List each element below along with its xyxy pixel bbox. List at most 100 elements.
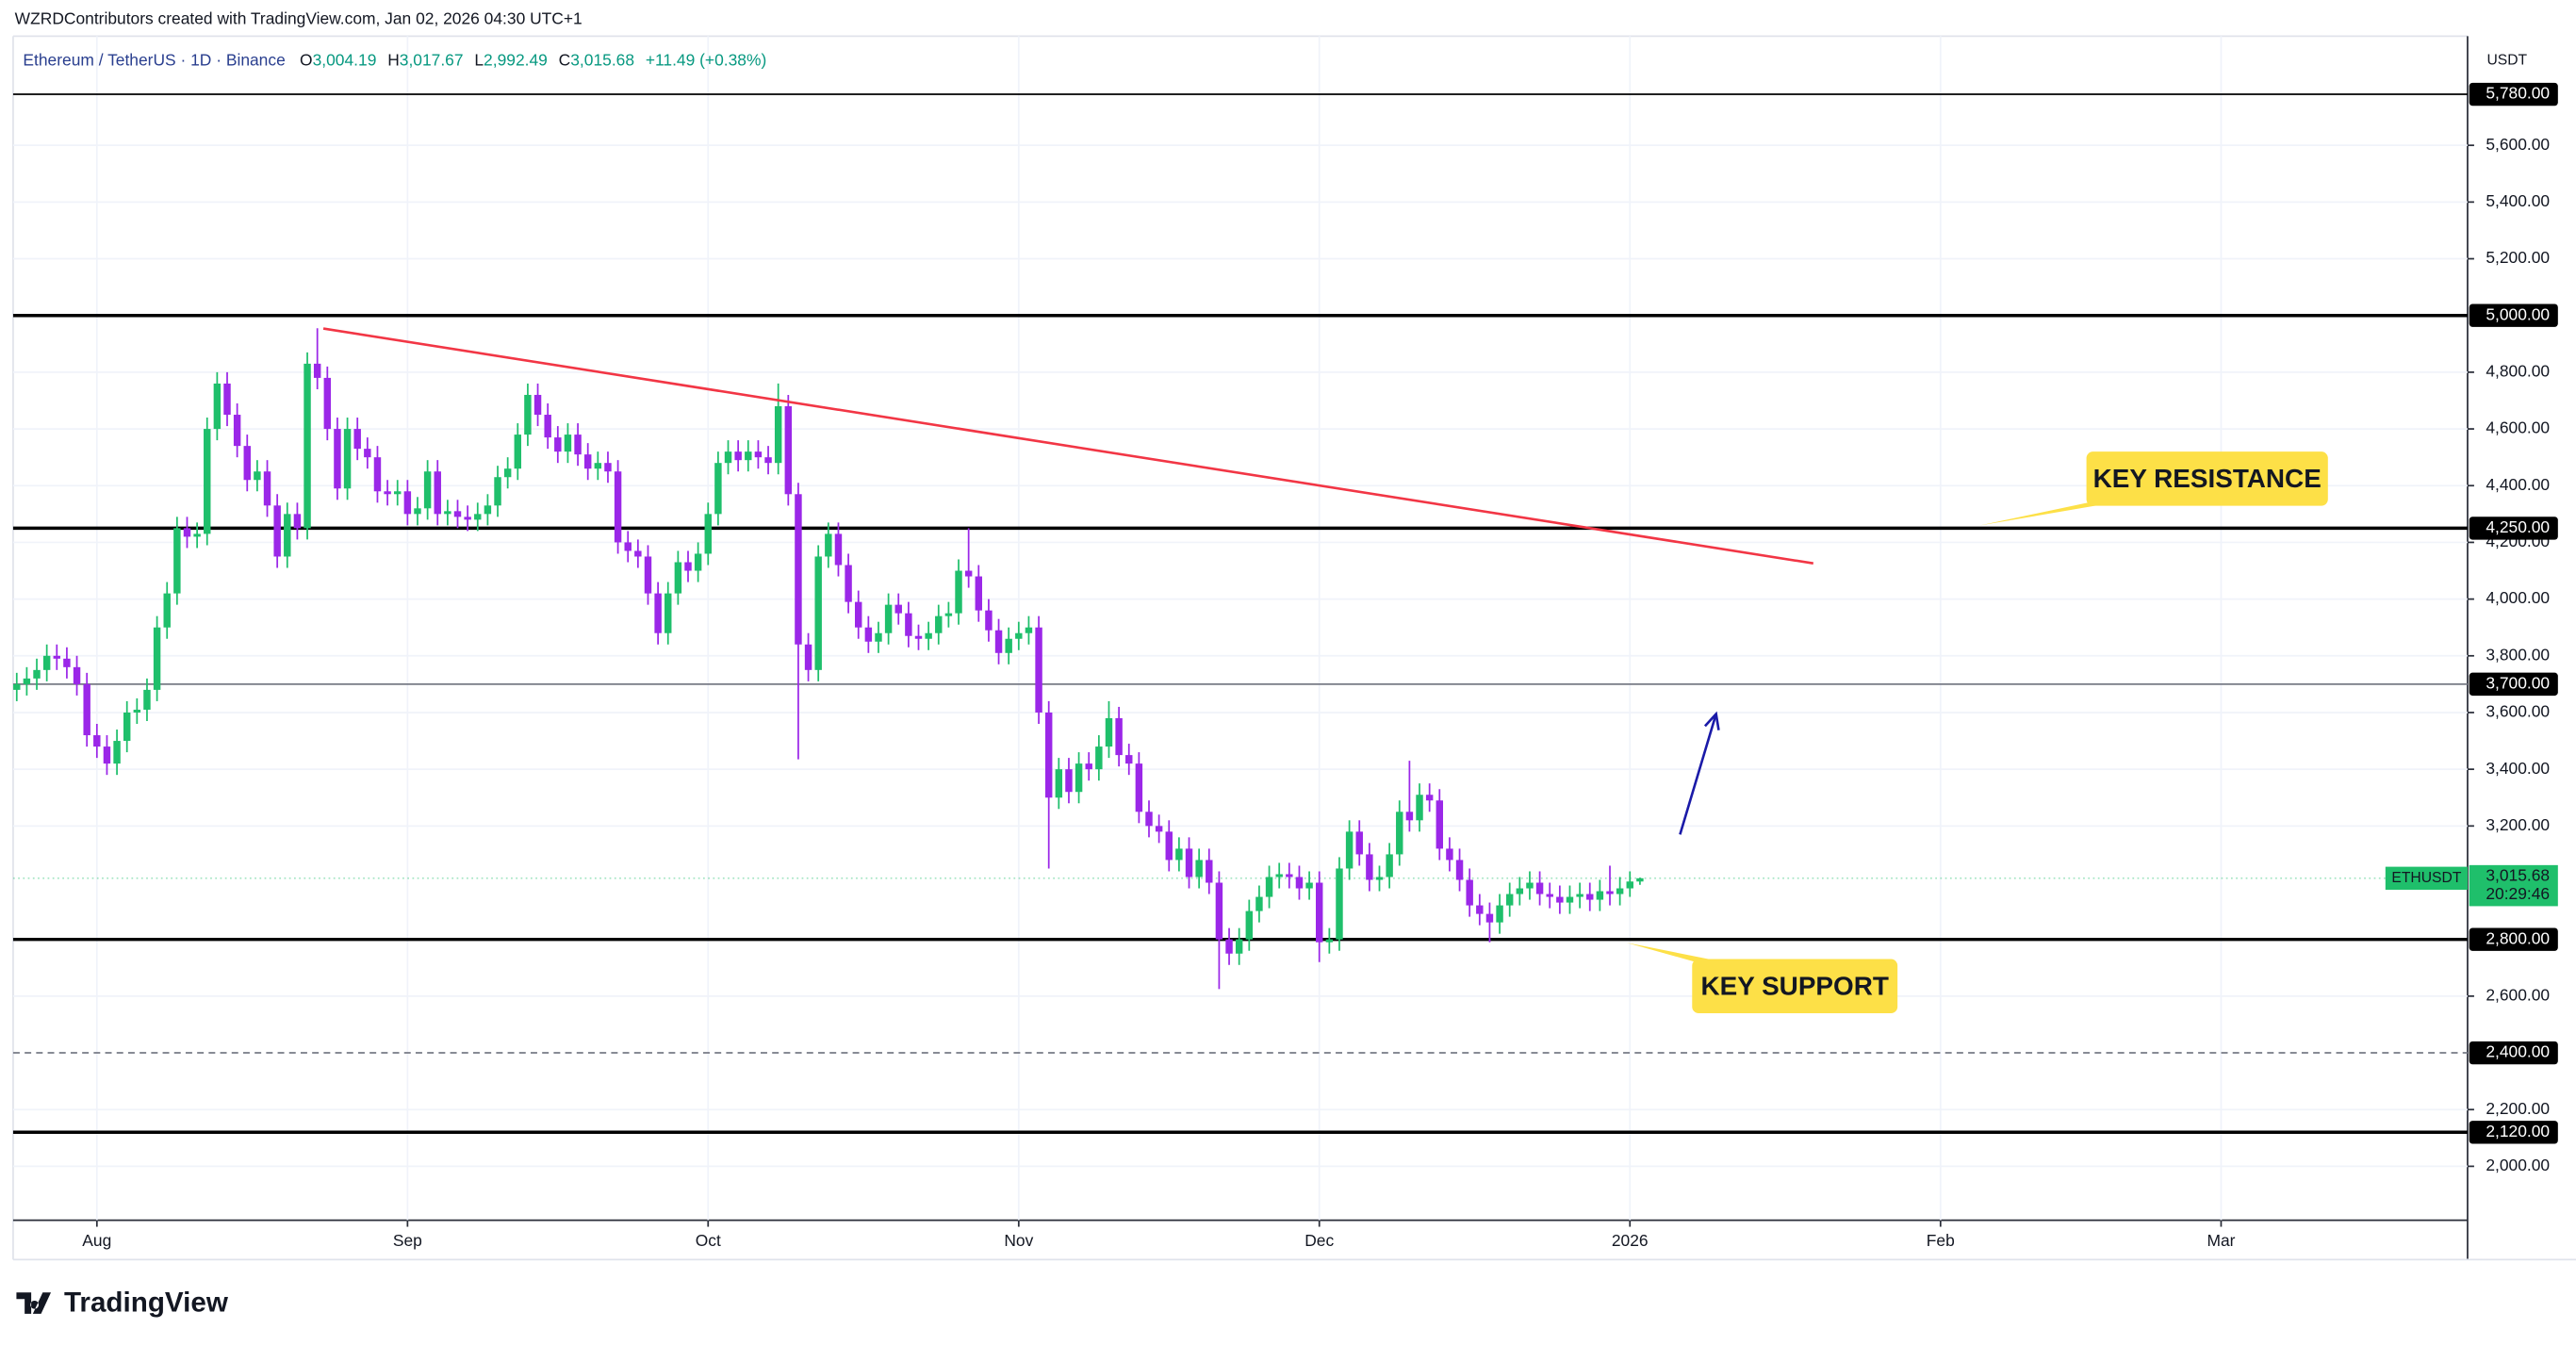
x-tick-label: Feb bbox=[1927, 1231, 1955, 1250]
candle-body bbox=[1155, 826, 1163, 832]
candle-body bbox=[1546, 894, 1553, 897]
candle-body bbox=[1616, 888, 1624, 894]
level-label-box bbox=[2469, 1121, 2558, 1144]
level-label-box bbox=[2469, 672, 2558, 697]
candle-body bbox=[1345, 831, 1354, 869]
candle-body bbox=[644, 556, 652, 594]
candle-body bbox=[1375, 877, 1384, 880]
y-tick-label: 5,600.00 bbox=[2486, 135, 2550, 154]
candle-body bbox=[153, 627, 161, 690]
candle-body bbox=[1025, 627, 1033, 633]
candle-body bbox=[1336, 868, 1343, 940]
candle-body bbox=[33, 669, 41, 679]
candle-body bbox=[394, 491, 402, 495]
candle-body bbox=[554, 437, 562, 452]
candle-body bbox=[583, 454, 592, 469]
candle-body bbox=[1355, 831, 1363, 855]
y-tick-label: 4,400.00 bbox=[2486, 475, 2550, 494]
candle-body bbox=[624, 542, 632, 551]
candle-body bbox=[754, 451, 763, 458]
candle-body bbox=[423, 471, 432, 509]
candle-body bbox=[1225, 939, 1233, 954]
x-tick-label: Sep bbox=[393, 1231, 422, 1250]
candle-body bbox=[1396, 812, 1403, 855]
candle-body bbox=[1265, 877, 1273, 897]
candle-body bbox=[453, 511, 462, 517]
candle-body bbox=[1516, 888, 1524, 894]
candle-body bbox=[914, 635, 923, 639]
candle-body bbox=[13, 683, 21, 690]
logo-icon bbox=[16, 1292, 52, 1314]
candle-body bbox=[614, 471, 622, 543]
candle-body bbox=[1135, 763, 1143, 812]
candle-body bbox=[1405, 812, 1414, 821]
countdown: 20:29:46 bbox=[2486, 884, 2550, 903]
candle-body bbox=[714, 463, 722, 515]
candle-body bbox=[1015, 632, 1023, 639]
candle-body bbox=[23, 678, 31, 684]
callout-text: KEY SUPPORT bbox=[1701, 971, 1889, 1000]
symbol-label: ETHUSDT bbox=[2391, 870, 2461, 886]
candle-body bbox=[994, 630, 1003, 653]
logo: TradingView bbox=[16, 1287, 229, 1318]
candle-body bbox=[1436, 800, 1444, 849]
candle-body bbox=[1095, 746, 1103, 770]
candle-body bbox=[784, 406, 793, 495]
candle-body bbox=[1145, 812, 1153, 827]
callout-box bbox=[1692, 959, 1898, 1014]
y-tick-label: 4,800.00 bbox=[2486, 362, 2550, 381]
candle-body bbox=[684, 562, 692, 571]
last-price-label: 3,015.68 bbox=[2486, 866, 2550, 885]
candle-body bbox=[694, 553, 702, 571]
candle-body bbox=[163, 593, 171, 628]
trendline bbox=[322, 327, 1814, 565]
candle-body bbox=[1085, 763, 1092, 770]
y-tick-label: 4,600.00 bbox=[2486, 418, 2550, 437]
candle-body bbox=[1535, 882, 1544, 894]
candle-body bbox=[1386, 854, 1393, 878]
candle-body bbox=[1466, 879, 1473, 906]
candle-body bbox=[985, 610, 993, 631]
candle-body bbox=[1055, 769, 1063, 798]
candle-body bbox=[864, 627, 873, 642]
ohlc-value: 2,992.49 bbox=[484, 50, 548, 69]
y-tick-label: 3,400.00 bbox=[2486, 759, 2550, 778]
candle-body bbox=[1195, 860, 1203, 878]
candle-body bbox=[63, 658, 71, 667]
candle-body bbox=[1606, 891, 1614, 894]
level-label-box bbox=[2469, 927, 2558, 951]
header: Ethereum / TetherUS · 1D · Binance O3,00… bbox=[23, 50, 766, 69]
candle-body bbox=[223, 383, 231, 416]
candle-body bbox=[1075, 763, 1083, 793]
candle-body bbox=[213, 383, 222, 430]
candle-body bbox=[1305, 882, 1313, 889]
candle-body bbox=[564, 435, 572, 452]
ohlc-value: 3,004.19 bbox=[313, 50, 377, 69]
candle-body bbox=[1485, 913, 1494, 923]
arrow-head bbox=[1703, 711, 1720, 730]
level-label-box bbox=[2469, 82, 2558, 107]
candle-body bbox=[204, 429, 211, 534]
candle-body bbox=[1206, 860, 1213, 883]
candle-body bbox=[403, 491, 412, 515]
y-tick-label: 2,600.00 bbox=[2486, 985, 2550, 1004]
candle-body bbox=[113, 741, 121, 764]
candle-body bbox=[594, 463, 602, 469]
candle-body bbox=[764, 457, 772, 464]
candle-body bbox=[1065, 769, 1073, 793]
candle-body bbox=[93, 735, 101, 747]
candle-body bbox=[704, 514, 712, 554]
arrow bbox=[1679, 714, 1717, 835]
candle-body bbox=[634, 550, 642, 557]
candle-body bbox=[774, 406, 782, 464]
candle-body bbox=[263, 471, 271, 506]
candle-body bbox=[964, 570, 973, 577]
candle-body bbox=[1295, 877, 1304, 889]
x-tick-label: Nov bbox=[1004, 1231, 1033, 1250]
candle-body bbox=[524, 394, 532, 435]
candle-body bbox=[143, 689, 151, 710]
candle-body bbox=[1325, 939, 1334, 943]
candle-body bbox=[42, 655, 51, 670]
ohlc-value: 3,017.67 bbox=[400, 50, 464, 69]
